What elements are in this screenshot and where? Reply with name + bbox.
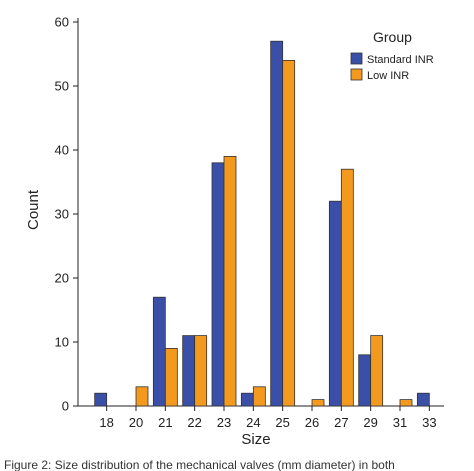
- bar-standard-inr-29: [358, 354, 372, 407]
- x-tick-label: 24: [246, 415, 260, 430]
- bar-standard-inr-23: [211, 162, 225, 407]
- x-tick-label: 26: [305, 415, 319, 430]
- y-tick-label: 60: [55, 15, 69, 30]
- y-axis-title: Count: [25, 189, 42, 230]
- bar-standard-inr-33: [416, 392, 430, 407]
- ticks: 0 10 20 30 40 50 60 18 20 21 22 23 24 25 26 27 29 31 33: [55, 15, 437, 431]
- legend: Group Standard INR Low INR: [350, 29, 434, 82]
- bars: [94, 40, 430, 407]
- bar-low-inr-24: [252, 386, 266, 407]
- legend-swatch-standard-inr: [350, 52, 363, 65]
- x-tick-label: 29: [363, 415, 377, 430]
- bar-standard-inr-27: [328, 200, 342, 407]
- x-tick-label: 25: [275, 415, 289, 430]
- bar-standard-inr-21: [152, 296, 166, 407]
- bar-standard-inr-22: [182, 335, 196, 407]
- legend-label-low-inr: Low INR: [367, 70, 409, 82]
- bar-low-inr-20: [135, 386, 149, 407]
- y-tick-label: 0: [62, 399, 69, 414]
- legend-title: Group: [373, 29, 412, 45]
- bar-standard-inr-18: [94, 392, 108, 407]
- x-tick-label: 27: [334, 415, 348, 430]
- x-tick-label: 22: [187, 415, 201, 430]
- y-tick-label: 10: [55, 335, 69, 350]
- x-tick-label: 31: [393, 415, 407, 430]
- bar-low-inr-29: [370, 335, 384, 407]
- legend-label-standard-inr: Standard INR: [367, 54, 434, 66]
- y-tick-label: 20: [55, 271, 69, 286]
- x-tick-label: 20: [129, 415, 143, 430]
- x-tick-label: 33: [422, 415, 436, 430]
- legend-swatch-low-inr: [350, 68, 363, 81]
- y-tick-label: 30: [55, 207, 69, 222]
- bar-low-inr-23: [223, 155, 237, 407]
- bar-low-inr-22: [194, 335, 208, 407]
- bar-standard-inr-24: [240, 392, 254, 407]
- bar-low-inr-31: [399, 399, 413, 407]
- x-tick-label: 23: [217, 415, 231, 430]
- bar-standard-inr-25: [270, 40, 284, 407]
- y-tick-label: 40: [55, 143, 69, 158]
- x-tick-label: 21: [158, 415, 172, 430]
- bar-chart: 0 10 20 30 40 50 60 18 20 21 22 23 24 25 26 27 29 31 33 Si…: [25, 15, 444, 448]
- x-axis-title: Size: [241, 431, 270, 448]
- bar-low-inr-26: [311, 399, 325, 407]
- y-tick-label: 50: [55, 79, 69, 94]
- bar-low-inr-25: [282, 60, 296, 407]
- x-tick-label: 18: [99, 415, 113, 430]
- bar-low-inr-21: [164, 347, 178, 407]
- bar-low-inr-27: [340, 168, 354, 407]
- figure-caption: Figure 2: Size distribution of the mecha…: [4, 458, 395, 471]
